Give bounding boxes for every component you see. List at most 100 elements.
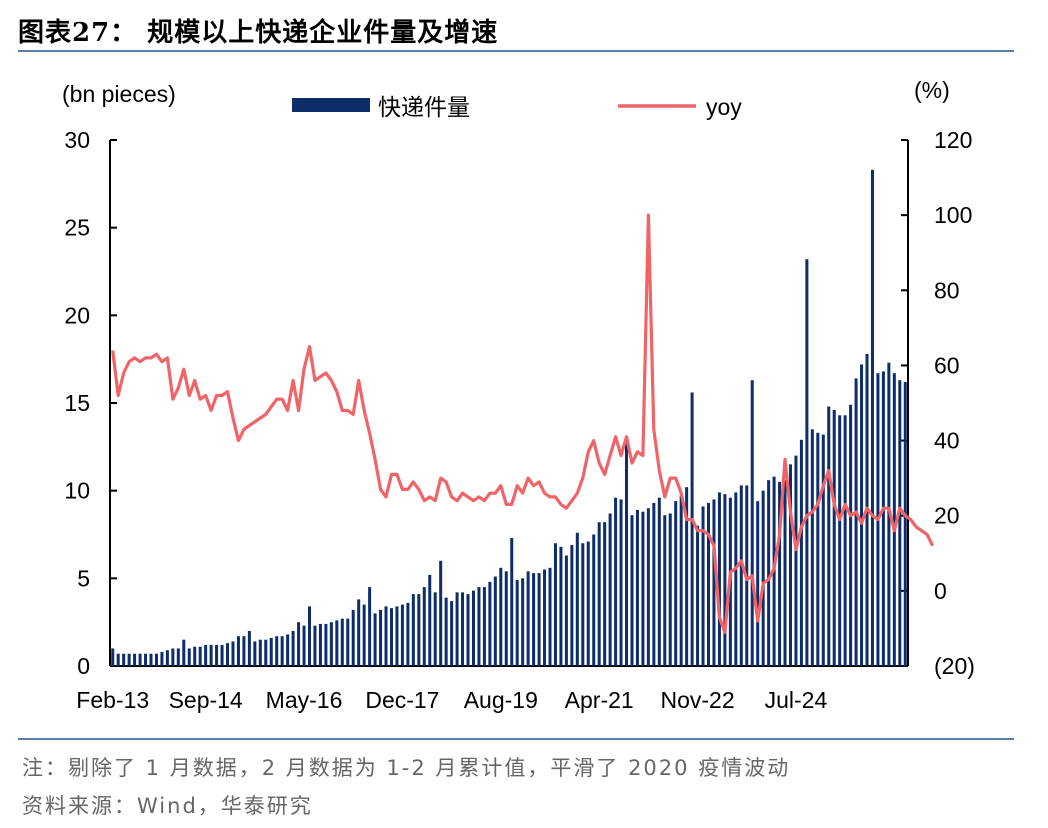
source-note: 资料来源：Wind，华泰研究	[22, 794, 313, 818]
volume-bar	[182, 639, 186, 666]
footnote: 注：剔除了 1 月数据，2 月数据为 1-2 月累计值，平滑了 2020 疫情波…	[22, 756, 791, 780]
volume-bar	[144, 653, 148, 666]
volume-bar	[870, 169, 874, 666]
volume-bar	[717, 492, 721, 666]
volume-bar	[280, 636, 284, 666]
legend-line-label: yoy	[706, 94, 742, 120]
x-axis-tick-label: May-16	[266, 687, 343, 713]
volume-bar	[756, 501, 760, 666]
right-axis-tick-label: 20	[934, 503, 960, 529]
volume-bar	[433, 592, 437, 666]
volume-bar	[455, 592, 459, 666]
volume-bar	[696, 525, 700, 666]
volume-bar	[794, 455, 798, 666]
volume-bar	[116, 653, 120, 666]
right-axis-tick-label: 100	[934, 202, 972, 228]
volume-bar	[526, 571, 530, 666]
volume-bar	[652, 502, 656, 666]
volume-bar	[127, 653, 131, 666]
volume-bar	[176, 648, 180, 666]
volume-bar	[297, 622, 301, 666]
volume-bar	[898, 380, 902, 666]
footer-divider	[18, 738, 1014, 740]
volume-bar	[220, 644, 224, 666]
volume-bar	[854, 378, 858, 666]
volume-bar	[564, 555, 568, 666]
left-axis-tick-label: 20	[64, 302, 90, 328]
x-axis-tick-label: Feb-13	[76, 687, 149, 713]
right-axis-tick-label: 0	[934, 578, 947, 604]
left-axis-tick-label: 10	[64, 478, 90, 504]
volume-bar	[411, 594, 415, 666]
volume-bar	[373, 613, 377, 666]
volume-bar	[723, 494, 727, 666]
volume-bar	[570, 545, 574, 666]
volume-bar	[761, 490, 765, 666]
volume-bar	[849, 404, 853, 666]
volume-bar	[247, 630, 251, 666]
volume-bar	[133, 653, 137, 666]
volume-bar	[532, 573, 536, 666]
volume-bar	[625, 436, 629, 666]
volume-bar	[816, 432, 820, 666]
bar-line-chart: 0 5 10 15 20 25 30 (20) 0 20 40 60 80 100 120 (bn piece…	[62, 77, 975, 713]
x-axis-tick-label: Dec-17	[365, 687, 439, 713]
volume-bar	[778, 481, 782, 666]
volume-bar	[810, 429, 814, 666]
volume-bar	[646, 508, 650, 666]
volume-bar	[575, 532, 579, 666]
volume-bar	[198, 646, 202, 666]
volume-bar	[832, 410, 836, 666]
volume-bar	[821, 434, 825, 666]
volume-bar	[559, 546, 563, 666]
volume-bar	[712, 499, 716, 666]
volume-bar	[668, 513, 672, 666]
volume-bar	[510, 538, 514, 666]
volume-bar	[471, 590, 475, 666]
volume-bar	[313, 625, 317, 666]
volume-bar	[706, 502, 711, 666]
volume-bar	[444, 597, 448, 666]
volume-bar	[657, 497, 661, 666]
volume-bar	[597, 522, 601, 666]
volume-bar	[171, 648, 175, 666]
right-axis-tick-label: 60	[934, 352, 960, 378]
volume-bar	[226, 643, 230, 666]
volume-bar	[635, 509, 639, 666]
volume-bar	[351, 609, 355, 666]
volume-bar	[450, 601, 454, 666]
volume-bar	[193, 646, 197, 666]
volume-bar	[209, 644, 213, 666]
volume-bar	[258, 639, 262, 666]
volume-bar	[488, 581, 492, 666]
volume-bar	[788, 464, 792, 666]
volume-bar	[302, 625, 306, 666]
x-axis-tick-label: Nov-22	[660, 687, 734, 713]
volume-bar	[122, 653, 126, 666]
volume-bar	[504, 571, 508, 666]
legend-bar-label: 快递件量	[378, 95, 470, 121]
volume-bar	[362, 604, 366, 666]
volume-bar	[324, 623, 328, 666]
volume-bar	[614, 497, 618, 666]
left-axis-tick-label: 25	[64, 215, 90, 241]
volume-bar	[406, 602, 410, 666]
volume-bar	[340, 618, 344, 666]
volume-bar	[548, 567, 552, 666]
volume-bar	[329, 622, 333, 666]
volume-bar	[269, 637, 273, 666]
volume-bar	[537, 573, 541, 666]
volume-bar	[439, 560, 443, 666]
left-axis-tick-label: 0	[77, 653, 90, 679]
x-axis-tick-label: Jul-24	[765, 687, 828, 713]
volume-bar	[838, 415, 842, 666]
volume-bar	[734, 492, 738, 666]
volume-bar	[461, 592, 465, 666]
volume-bar	[515, 580, 519, 666]
volume-bar	[291, 630, 295, 666]
volume-bar	[231, 641, 235, 666]
title-divider	[18, 50, 1014, 52]
volume-bar	[138, 653, 142, 666]
volume-bar	[286, 634, 290, 666]
volume-bar	[482, 587, 486, 666]
